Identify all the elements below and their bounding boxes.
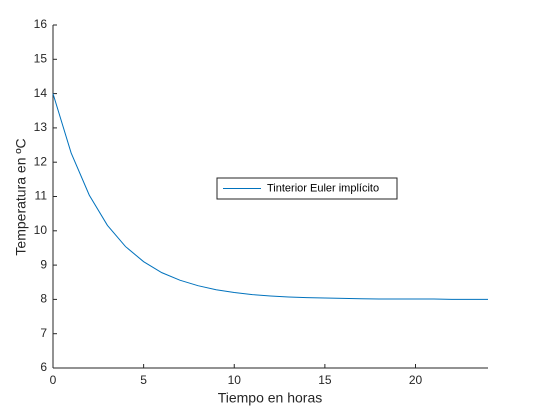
x-tick-label: 20 — [409, 373, 423, 387]
y-tick-label: 16 — [34, 17, 48, 31]
y-tick-label: 14 — [34, 86, 48, 100]
y-tick-label: 8 — [40, 292, 47, 306]
legend-label: Tinterior Euler implícito — [267, 182, 379, 194]
y-tick-label: 9 — [40, 257, 47, 271]
y-tick-label: 15 — [34, 51, 48, 65]
legend-box — [216, 177, 398, 200]
x-axis-label: Tiempo en horas — [218, 390, 323, 406]
y-tick-label: 12 — [34, 154, 48, 168]
y-tick-label: 11 — [35, 189, 48, 203]
y-axis-label: Temperatura en ºC — [13, 138, 29, 255]
x-tick-label: 5 — [140, 373, 147, 387]
x-tick-label: 10 — [228, 373, 242, 387]
x-tick-label: 0 — [50, 373, 57, 387]
y-tick-label: 10 — [34, 223, 48, 237]
line — [52, 93, 488, 300]
x-tick-label: 15 — [318, 373, 332, 387]
y-tick-label: 13 — [34, 120, 48, 134]
y-tick-label: 6 — [40, 360, 47, 374]
y-tick-label: 7 — [40, 326, 47, 340]
